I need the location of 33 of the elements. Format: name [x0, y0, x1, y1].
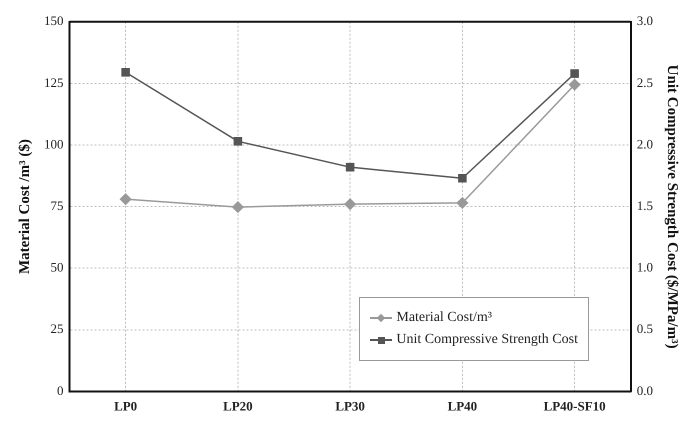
y2-tick-label: 2.5: [636, 74, 653, 90]
point: [232, 201, 244, 213]
y2-tick-label: 1.0: [636, 260, 653, 275]
y-tick-label: 125: [44, 74, 64, 90]
point: [234, 137, 242, 146]
y-tick-label: 150: [44, 13, 64, 28]
x-tick-label: LP30: [335, 398, 365, 414]
point: [346, 162, 354, 172]
x-tick-label: LP40-SF10: [544, 398, 606, 414]
y-axis-title: Material Cost /m³ ($): [16, 139, 33, 274]
point: [121, 68, 130, 77]
legend-label: Material Cost/m³: [396, 310, 492, 326]
point: [344, 198, 356, 210]
y2-tick-label: 0.0: [636, 382, 653, 398]
y-tick-label: 0: [57, 382, 64, 398]
y2-tick-label: 0.5: [636, 321, 653, 336]
y-tick-label: 75: [50, 198, 64, 214]
x-tick-label: LP20: [223, 398, 253, 414]
legend-label: Unit Compressive Strength Cost: [396, 332, 578, 348]
y2-tick-label: 3.0: [636, 13, 653, 28]
y2-tick-label: 2.0: [636, 136, 653, 152]
y2-axis-title: Unit Compressive Strength Cost ($/MPa/m³): [664, 64, 680, 349]
y-tick-label: 100: [44, 136, 64, 152]
point: [456, 197, 468, 209]
point: [570, 69, 579, 78]
y-tick-label: 25: [50, 321, 64, 336]
point: [458, 174, 467, 183]
y2-tick-label: 1.5: [636, 198, 653, 214]
x-tick-label: LP40: [448, 398, 478, 414]
point: [568, 78, 580, 90]
y-tick-label: 50: [50, 260, 64, 275]
point: [120, 193, 132, 205]
x-tick-label: LP0: [114, 398, 138, 414]
